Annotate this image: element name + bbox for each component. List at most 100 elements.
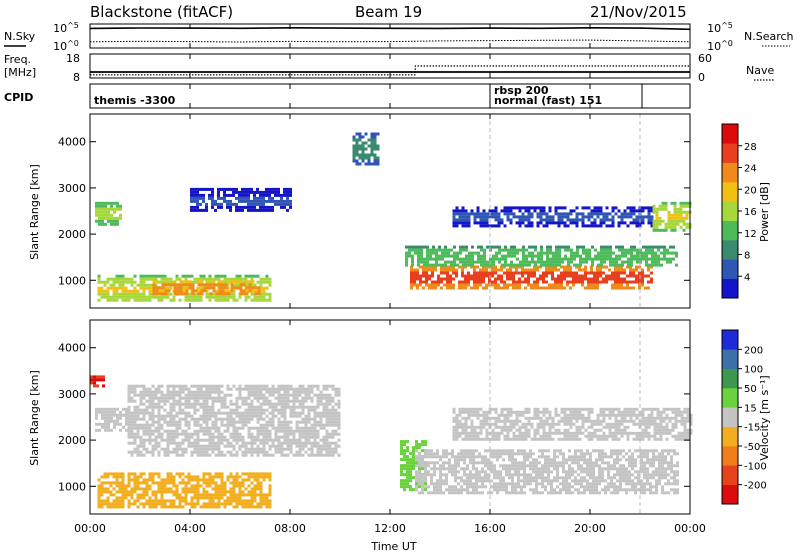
scatter-cell <box>660 263 663 267</box>
scatter-cell <box>599 218 603 222</box>
scatter-cell <box>160 423 164 427</box>
scatter-cell <box>498 260 501 264</box>
scatter-cell <box>520 479 523 483</box>
scatter-cell <box>133 405 137 409</box>
scatter-cell <box>113 219 116 223</box>
scatter-cell <box>416 286 419 290</box>
scatter-cell <box>635 215 639 219</box>
scatter-cell <box>205 502 209 506</box>
scatter-cell <box>475 479 478 483</box>
scatter-cell <box>301 444 305 448</box>
scatter-cell <box>625 479 628 483</box>
scatter-cell <box>560 265 563 269</box>
scatter-cell <box>286 432 290 436</box>
scatter-cell <box>259 447 263 451</box>
scatter-cell <box>265 408 269 412</box>
scatter-cell <box>498 245 501 249</box>
scatter-cell <box>409 452 412 456</box>
scatter-cell <box>424 452 427 456</box>
scatter-cell <box>449 280 452 284</box>
scatter-cell <box>534 248 537 252</box>
scatter-cell <box>581 215 585 219</box>
scatter-cell <box>239 292 243 296</box>
scatter-cell <box>151 450 155 454</box>
scatter-cell <box>169 277 173 281</box>
scatter-cell <box>271 405 275 409</box>
scatter-cell <box>616 479 619 483</box>
scatter-cell <box>587 224 591 228</box>
scatter-cell <box>424 455 427 459</box>
scatter-cell <box>519 263 522 267</box>
scatter-cell <box>298 420 302 424</box>
scatter-cell <box>452 221 456 225</box>
scatter-cell <box>559 482 562 486</box>
scatter-cell <box>164 292 168 296</box>
scatter-cell <box>154 441 158 445</box>
scatter-cell <box>254 292 258 296</box>
scatter-cell <box>142 390 146 394</box>
scatter-cell <box>229 493 233 497</box>
scatter-cell <box>145 283 149 287</box>
scatter-cell <box>211 432 215 436</box>
scatter-cell <box>471 257 474 261</box>
scatter-cell <box>562 458 565 462</box>
scatter-cell <box>562 476 565 480</box>
scatter-cell <box>154 396 158 400</box>
scatter-cell <box>679 216 683 220</box>
scatter-cell <box>431 265 434 269</box>
scatter-cell <box>271 423 275 427</box>
scatter-cell <box>571 479 574 483</box>
scatter-cell <box>589 482 592 486</box>
scatter-cell <box>452 218 456 222</box>
scatter-cell <box>523 455 526 459</box>
scatter-cell <box>484 479 487 483</box>
scatter-cell <box>283 429 287 433</box>
scatter-cell <box>616 449 619 453</box>
scatter-cell <box>172 423 176 427</box>
scatter-cell <box>436 491 439 495</box>
scatter-cell <box>445 473 448 477</box>
scatter-cell <box>271 196 274 200</box>
scatter-cell <box>445 467 448 471</box>
scatter-cell <box>442 455 445 459</box>
scatter-cell <box>658 204 662 208</box>
scatter-cell <box>157 484 161 488</box>
scatter-cell <box>638 265 641 269</box>
scatter-cell <box>283 435 287 439</box>
scatter-cell <box>567 260 570 264</box>
scatter-cell <box>95 428 98 432</box>
scatter-cell <box>612 263 615 267</box>
scatter-cell <box>151 429 155 433</box>
scatter-cell <box>130 429 134 433</box>
scatter-cell <box>575 206 579 210</box>
scatter-cell <box>271 190 274 194</box>
scatter-cell <box>641 218 645 222</box>
scatter-cell <box>161 286 165 290</box>
scatter-cell <box>232 438 236 442</box>
scatter-cell <box>172 414 176 418</box>
scatter-cell <box>160 390 164 394</box>
scatter-cell <box>580 479 583 483</box>
scatter-cell <box>155 289 159 293</box>
scatter-cell <box>247 199 250 203</box>
scatter-cell <box>527 271 530 275</box>
scatter-cell <box>661 228 665 232</box>
scatter-cell <box>232 277 236 281</box>
scatter-cell <box>97 499 101 503</box>
scatter-cell <box>271 420 275 424</box>
scatter-cell <box>217 390 221 394</box>
scatter-cell <box>211 402 215 406</box>
scatter-cell <box>462 263 465 267</box>
scatter-cell <box>673 222 677 226</box>
scatter-cell <box>145 393 149 397</box>
scatter-cell <box>334 429 338 433</box>
scatter-cell <box>556 455 559 459</box>
scatter-cell <box>433 491 436 495</box>
scatter-cell <box>622 470 625 474</box>
scatter-cell <box>226 475 230 479</box>
scatter-cell <box>619 464 622 468</box>
scatter-cell <box>289 205 292 209</box>
scatter-cell <box>655 225 659 229</box>
scatter-cell <box>161 283 165 287</box>
scatter-cell <box>229 487 233 491</box>
